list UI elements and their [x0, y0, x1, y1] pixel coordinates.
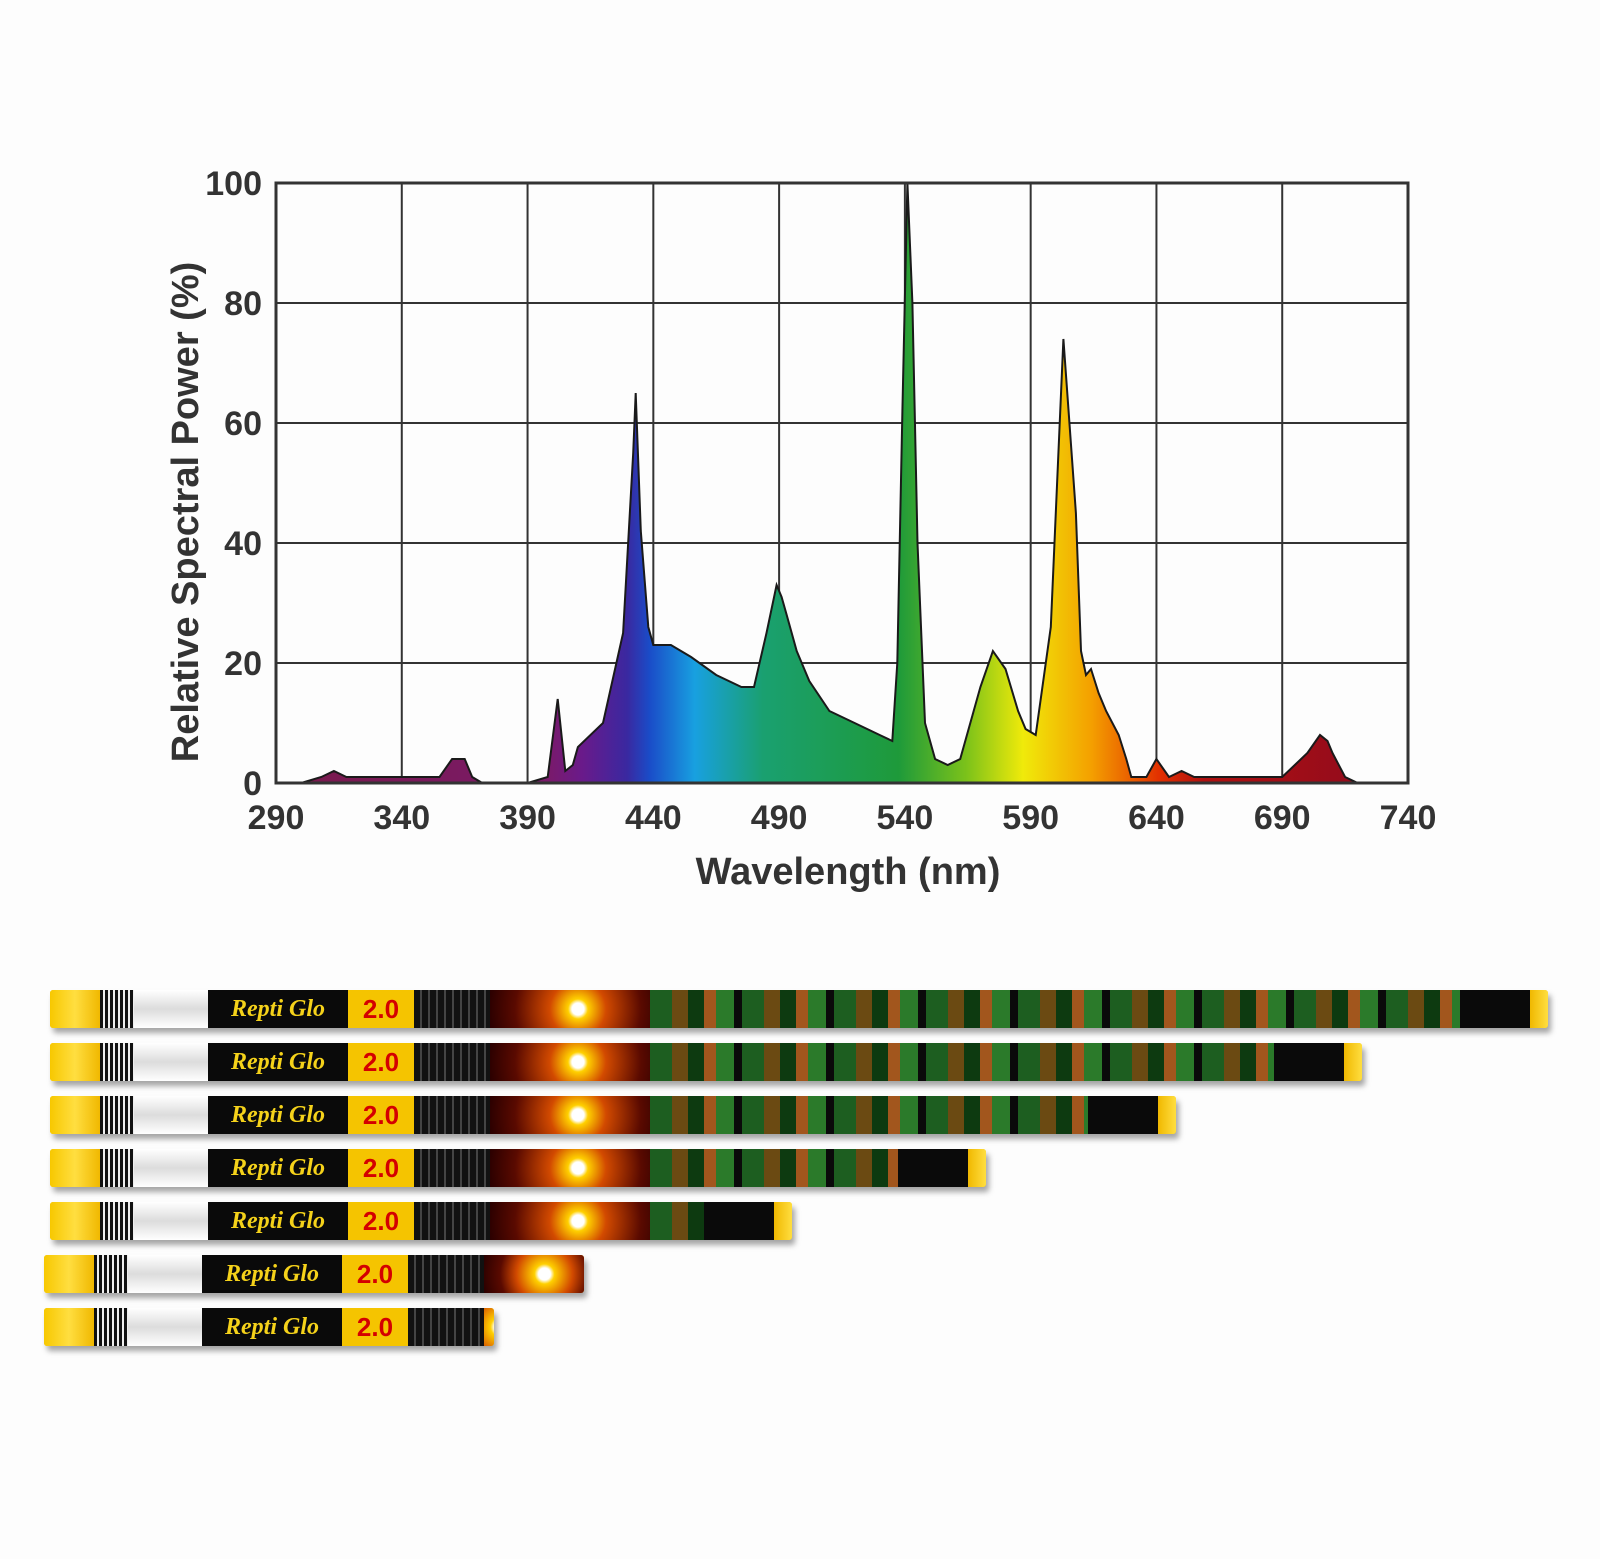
tube-barcode [100, 1096, 134, 1134]
tube-end-cap [50, 1202, 100, 1240]
tube-end-cap-right [1344, 1043, 1362, 1081]
tube-end-cap [44, 1308, 94, 1346]
tube-grade-label: 2.0 [342, 1255, 408, 1293]
tube-end-cap [50, 1096, 100, 1134]
tube-end-cap-right [968, 1149, 986, 1187]
tube-barcode [100, 1202, 134, 1240]
tube-end-label [1088, 1096, 1158, 1134]
tube-end-label [1460, 990, 1530, 1028]
tube-brand-label: Repti Glo [202, 1255, 342, 1293]
y-tick-labels: 0 20 40 60 80 100 [205, 165, 262, 803]
spectral-chart-svg: 0 20 40 60 80 100 290 340 390 440 490 540 590 640 690… [165, 165, 1437, 893]
repti-glo-tube: Repti Glo 2.0 [50, 1202, 792, 1240]
tube-end-cap [50, 990, 100, 1028]
repti-glo-tube: Repti Glo 2.0 [50, 990, 1548, 1028]
y-tick-label: 60 [224, 405, 262, 443]
repti-glo-tube: Repti Glo 2.0 [50, 1096, 1176, 1134]
tube-brand-label: Repti Glo [202, 1308, 342, 1346]
x-tick-label: 440 [625, 799, 682, 837]
spectrum-series [276, 182, 1408, 784]
plot-border [274, 181, 1410, 785]
tube-barcode [94, 1308, 128, 1346]
y-tick-label: 0 [243, 765, 262, 803]
tube-end-label [1274, 1043, 1344, 1081]
x-tick-label: 590 [1002, 799, 1059, 837]
tube-sun-graphic [490, 1149, 650, 1187]
tube-brand-label: Repti Glo [208, 990, 348, 1028]
repti-glo-tube: Repti Glo 2.0 [50, 1043, 1362, 1081]
repti-glo-tube: Repti Glo 2.0 [44, 1308, 494, 1346]
y-tick-label: 100 [205, 165, 262, 203]
tube-reptile-band [650, 990, 1460, 1028]
x-tick-label: 640 [1128, 799, 1185, 837]
tube-end-label [898, 1149, 968, 1187]
tube-barcode [100, 1043, 134, 1081]
tube-glass [128, 1308, 202, 1346]
y-tick-label: 40 [224, 525, 262, 563]
spectral-chart: 0 20 40 60 80 100 290 340 390 440 490 540 590 640 690… [165, 165, 1437, 893]
tube-end-cap-right [1530, 990, 1548, 1028]
tube-glass [128, 1255, 202, 1293]
tube-sun-graphic [490, 1202, 650, 1240]
x-tick-label: 540 [877, 799, 934, 837]
tube-reptile-band [650, 1202, 704, 1240]
tube-glass [134, 1202, 208, 1240]
tube-grade-label: 2.0 [348, 1043, 414, 1081]
y-tick-label: 80 [224, 285, 262, 323]
tube-grade-label: 2.0 [348, 990, 414, 1028]
tube-reptile-band [650, 1149, 898, 1187]
tube-glass [134, 1149, 208, 1187]
x-tick-label: 740 [1380, 799, 1437, 837]
tube-info-label [414, 1202, 490, 1240]
x-tick-label: 290 [248, 799, 305, 837]
tube-info-label [414, 990, 490, 1028]
x-tick-labels: 290 340 390 440 490 540 590 640 690 740 [248, 799, 1437, 837]
repti-glo-tube: Repti Glo 2.0 [44, 1255, 584, 1293]
grid-lines [275, 182, 1409, 784]
tube-glass [134, 990, 208, 1028]
tube-barcode [100, 990, 134, 1028]
tube-end-label [704, 1202, 774, 1240]
tube-glass [134, 1096, 208, 1134]
tube-brand-label: Repti Glo [208, 1043, 348, 1081]
product-tubes: Repti Glo 2.0 Repti Glo 2.0 Repti Glo 2.0 Rept… [0, 990, 1600, 1390]
tube-end-cap [44, 1255, 94, 1293]
tube-sun-graphic [490, 1043, 650, 1081]
tube-info-label [408, 1255, 484, 1293]
tube-brand-label: Repti Glo [208, 1149, 348, 1187]
y-axis-label: Relative Spectral Power (%) [165, 262, 207, 763]
repti-glo-tube: Repti Glo 2.0 [50, 1149, 986, 1187]
x-tick-label: 690 [1254, 799, 1311, 837]
tube-end-cap-right [774, 1202, 792, 1240]
tube-sun-graphic [484, 1308, 494, 1346]
tube-end-cap [50, 1043, 100, 1081]
tube-brand-label: Repti Glo [208, 1096, 348, 1134]
x-tick-label: 390 [499, 799, 556, 837]
tube-brand-label: Repti Glo [208, 1202, 348, 1240]
plot-frame [274, 181, 1410, 785]
tube-sun-graphic [490, 1096, 650, 1134]
spectrum-area [276, 182, 1408, 784]
tube-glass [134, 1043, 208, 1081]
x-axis-label: Wavelength (nm) [696, 851, 1001, 893]
tube-info-label [408, 1308, 484, 1346]
tube-info-label [414, 1043, 490, 1081]
tube-reptile-band [650, 1096, 1088, 1134]
x-tick-label: 340 [373, 799, 430, 837]
x-tick-label: 490 [751, 799, 808, 837]
tube-grade-label: 2.0 [342, 1308, 408, 1346]
tube-info-label [414, 1149, 490, 1187]
tube-grade-label: 2.0 [348, 1096, 414, 1134]
tube-grade-label: 2.0 [348, 1202, 414, 1240]
tube-info-label [414, 1096, 490, 1134]
tube-sun-graphic [490, 990, 650, 1028]
tube-end-cap-right [1158, 1096, 1176, 1134]
y-tick-label: 20 [224, 645, 262, 683]
tube-barcode [100, 1149, 134, 1187]
tube-grade-label: 2.0 [348, 1149, 414, 1187]
tube-reptile-band [650, 1043, 1274, 1081]
tube-sun-graphic [484, 1255, 584, 1293]
tube-barcode [94, 1255, 128, 1293]
tube-end-cap [50, 1149, 100, 1187]
